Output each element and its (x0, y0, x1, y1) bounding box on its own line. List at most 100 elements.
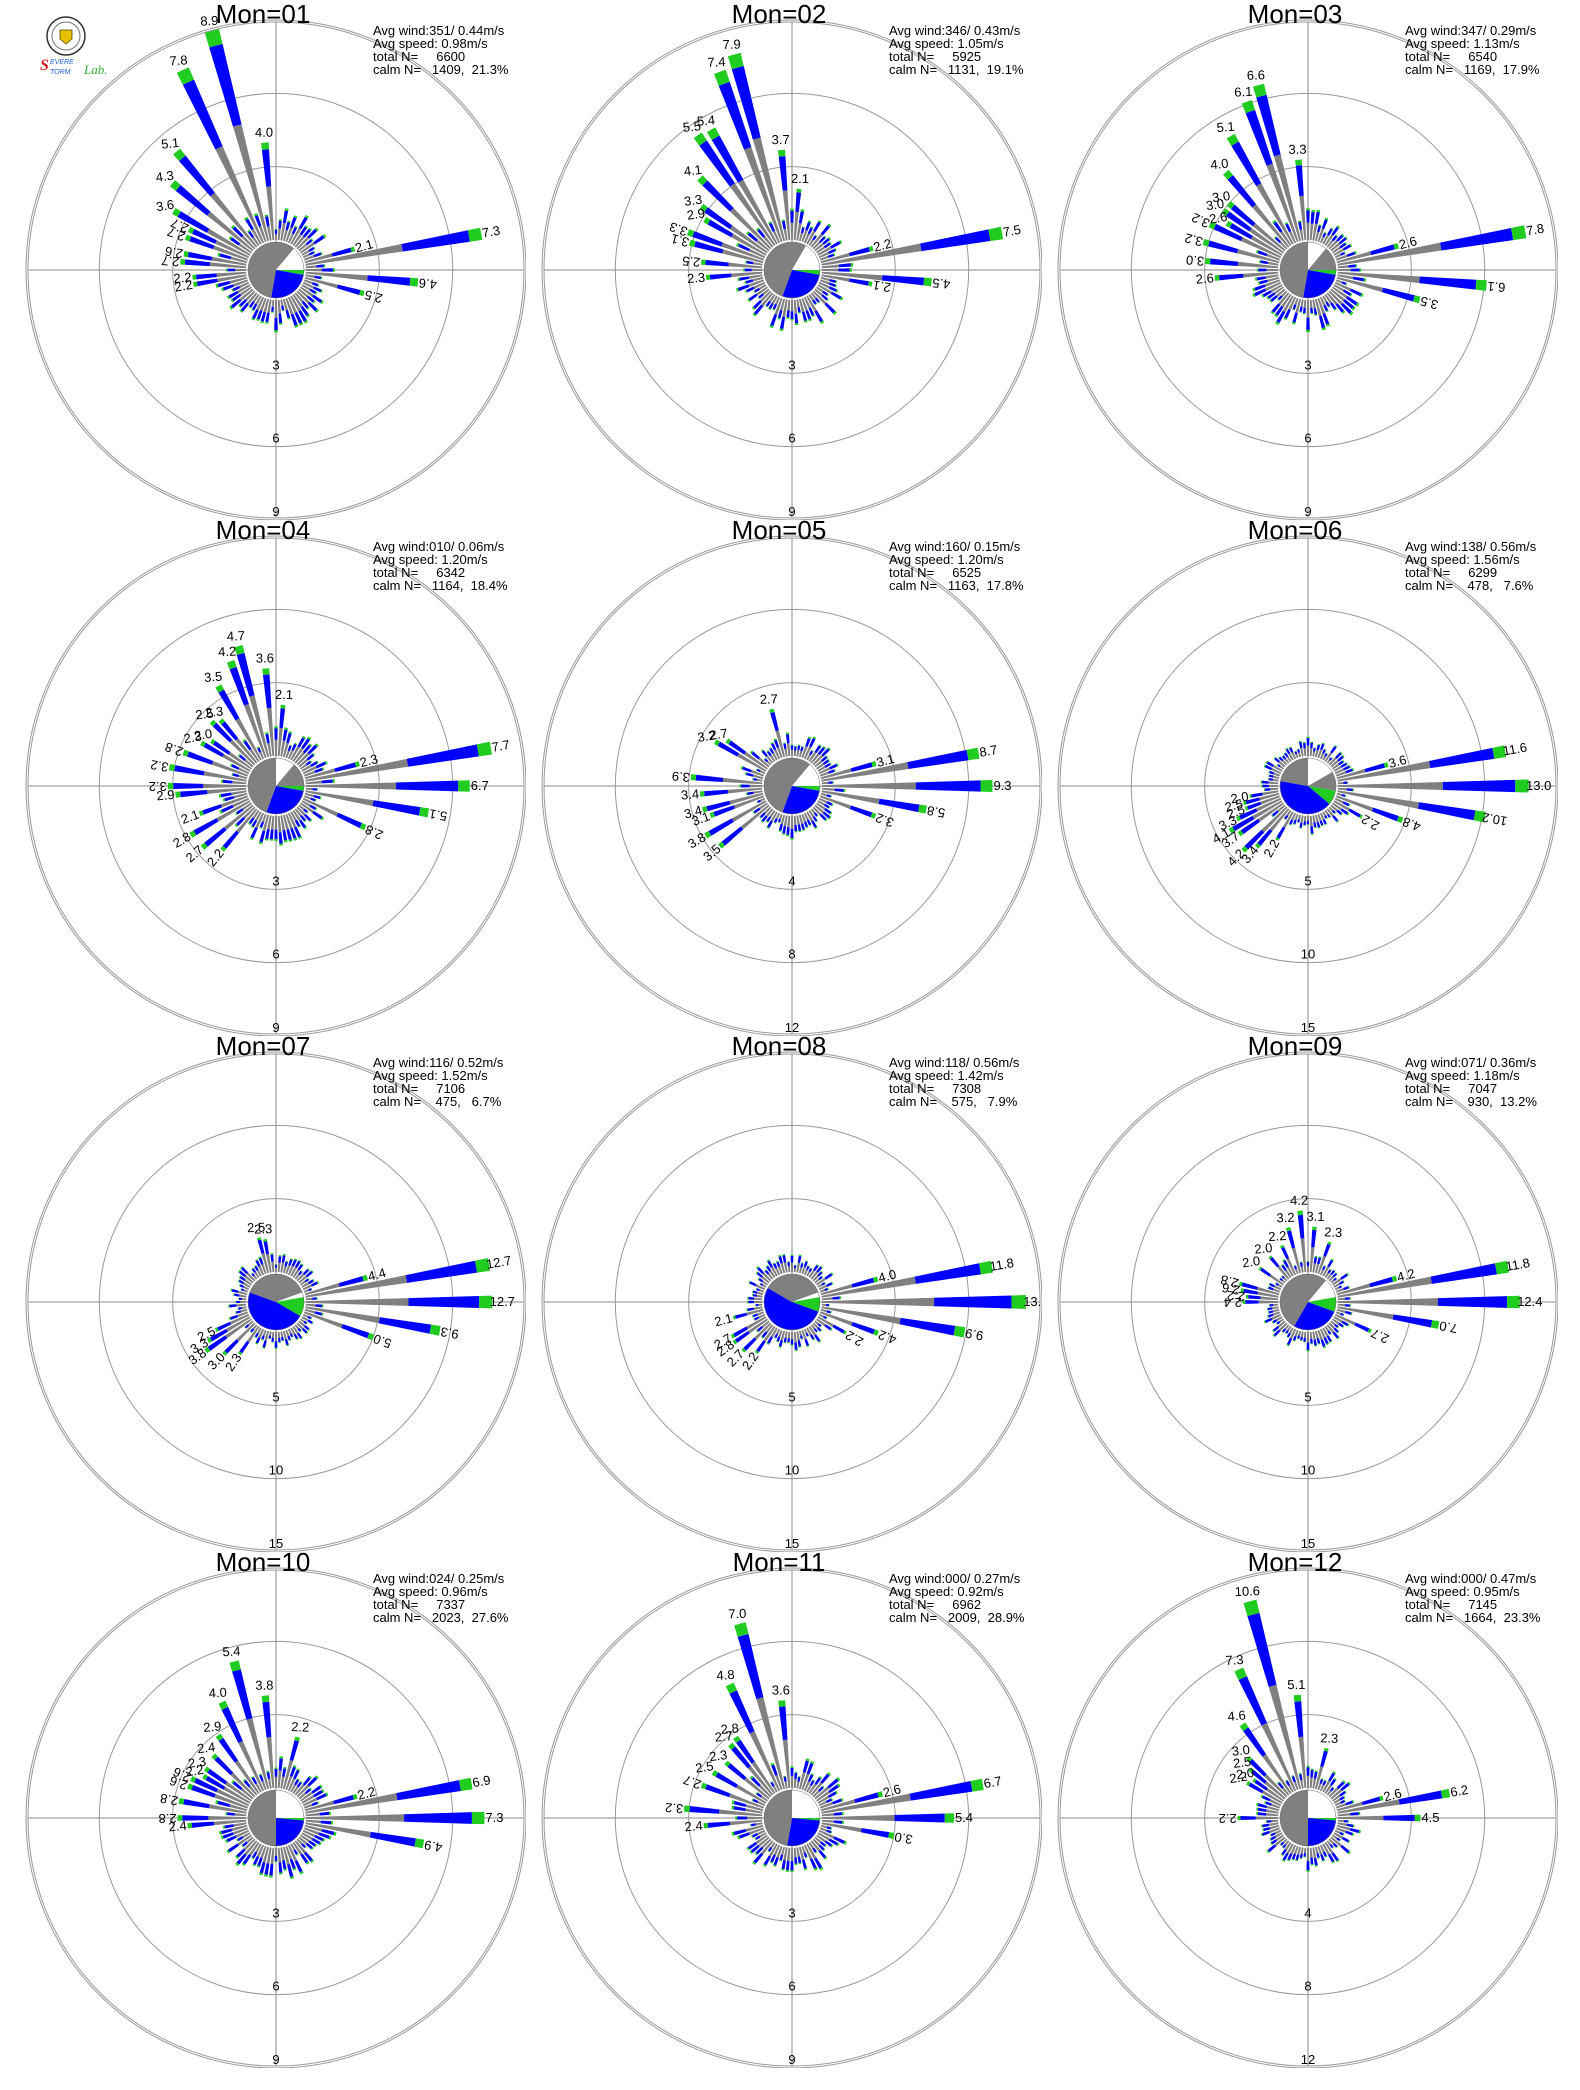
bar-segment-gray (810, 753, 820, 764)
bar-segment-green (1237, 830, 1244, 837)
bar-segment-gray (772, 230, 781, 244)
bar-segment-gray (1236, 249, 1280, 264)
bar-segment-gray (238, 774, 248, 780)
bar-segment-green (1266, 1307, 1269, 1311)
bar-segment-green (755, 1271, 759, 1275)
bar-segment-gray (808, 1842, 815, 1849)
bar-segment-green (709, 812, 716, 819)
ring-label: 9 (788, 504, 795, 519)
bar-segment-gray (244, 1275, 254, 1284)
bar-segment-gray (260, 1845, 267, 1859)
bar-segment-green (1241, 99, 1256, 114)
bar-segment-gray (1266, 1788, 1284, 1802)
bar-segment-gray (817, 1795, 830, 1804)
bar-segment-green (814, 234, 818, 237)
bar-segment-green (790, 1870, 794, 1873)
bar-segment-gray (796, 1781, 800, 1789)
bar-segment-blue (205, 1775, 226, 1790)
bar-segment-blue (1340, 251, 1346, 256)
bar-segment-blue (1300, 1336, 1303, 1341)
bar-segment-green (409, 277, 419, 287)
bar-segment-gray (1274, 1832, 1283, 1838)
bar-segment-gray (759, 1289, 765, 1293)
sector-bar (1274, 236, 1288, 250)
bar-segment-gray (1306, 1265, 1310, 1273)
bar-segment-gray (820, 768, 852, 780)
bar-segment-green (778, 830, 782, 832)
bar-segment-green (476, 741, 492, 757)
bar-segment-green (744, 289, 748, 294)
bar-segment-blue (293, 1333, 299, 1340)
bar-segment-gray (753, 1297, 763, 1301)
bar-segment-gray (280, 299, 284, 306)
sector-bar (304, 1274, 368, 1296)
bar-segment-green (772, 1262, 776, 1265)
bar-value-label: 5.1 (160, 135, 180, 152)
bar-segment-green (312, 300, 316, 304)
sector-bar (1334, 764, 1351, 775)
bar-segment-green (225, 1812, 228, 1816)
calm-sector (763, 1790, 792, 1846)
bar-segment-gray (207, 211, 254, 252)
bar-segment-blue (797, 1255, 802, 1264)
bar-segment-blue (752, 1833, 759, 1838)
bar-segment-blue (311, 1281, 318, 1287)
bar-segment-blue (1430, 1263, 1497, 1284)
sector-bar (808, 234, 818, 246)
bar-segment-green (458, 780, 470, 792)
bar-segment-green (1321, 327, 1326, 331)
bar-value-label: 4.0 (1210, 156, 1230, 173)
bar-segment-gray (1333, 800, 1351, 812)
bar-segment-blue (813, 1857, 823, 1869)
bar-segment-green (776, 1340, 779, 1343)
bar-segment-green (220, 845, 227, 852)
bar-segment-blue (262, 1701, 272, 1738)
bar-segment-green (843, 1330, 847, 1335)
bar-segment-gray (801, 745, 808, 759)
bar-segment-gray (305, 244, 403, 266)
bar-segment-green (737, 1835, 741, 1840)
bar-segment-green (1336, 819, 1340, 823)
bar-segment-blue (817, 1323, 822, 1327)
bar-segment-gray (776, 1328, 781, 1335)
bar-segment-gray (294, 1784, 305, 1796)
bar-segment-gray (1334, 281, 1351, 292)
bar-segment-blue (251, 1272, 255, 1277)
bar-segment-gray (305, 758, 409, 782)
sector-bar (1335, 279, 1348, 286)
stats-box: Avg wind:000/ 0.27m/s Avg speed: 0.92m/s t… (889, 1572, 1025, 1624)
bar-segment-green (766, 826, 770, 829)
bar-segment-blue (1337, 755, 1344, 762)
bar-segment-blue (721, 826, 744, 846)
bar-segment-blue (920, 229, 991, 252)
bar-segment-blue (236, 808, 244, 815)
sector-bar (1263, 1313, 1282, 1324)
sector-bar (790, 299, 794, 321)
bar-segment-gray (814, 1836, 822, 1844)
bar-segment-blue (1381, 287, 1415, 302)
bar-segment-blue (309, 804, 317, 810)
bar-segment-gray (1267, 261, 1279, 266)
sector-bar (1258, 1266, 1284, 1286)
bar-segment-blue (194, 1777, 218, 1793)
sector-bar (706, 127, 778, 245)
sector-bar (282, 731, 293, 758)
sector-bar (746, 1306, 763, 1312)
bar-segment-gray (1328, 290, 1343, 305)
bar-value-label: 8.9 (200, 13, 219, 29)
bar-segment-blue (248, 230, 255, 238)
bar-segment-gray (1286, 1258, 1297, 1276)
sector-bar (747, 1300, 763, 1304)
bar-segment-gray (765, 808, 774, 817)
bar-segment-blue (1322, 232, 1327, 238)
sector-bar (1337, 264, 1358, 269)
bar-segment-gray (280, 222, 286, 241)
sector-bar (757, 288, 770, 300)
bar-segment-gray (780, 298, 786, 311)
bar-value-label: 2.1 (713, 1310, 734, 1329)
sector-bar (752, 1290, 764, 1296)
bar-segment-gray (305, 1306, 380, 1324)
sector-bar (1324, 744, 1338, 762)
bar-segment-green (320, 276, 323, 280)
